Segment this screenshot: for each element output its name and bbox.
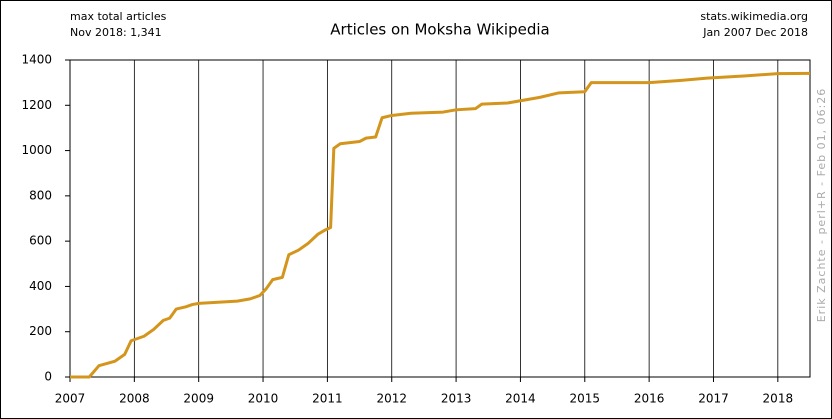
max-value-label: Nov 2018: 1,341: [70, 26, 162, 39]
y-tick-label: 1200: [21, 98, 52, 112]
x-tick-label: 2015: [570, 392, 601, 406]
y-tick-label: 200: [29, 324, 52, 338]
range-label: Jan 2007 Dec 2018: [702, 26, 808, 39]
x-tick-label: 2012: [376, 392, 407, 406]
y-tick-label: 0: [44, 370, 52, 384]
x-tick-label: 2011: [312, 392, 343, 406]
x-tick-label: 2013: [441, 392, 472, 406]
y-tick-label: 600: [29, 234, 52, 248]
y-tick-label: 400: [29, 279, 52, 293]
source-label: stats.wikimedia.org: [700, 10, 808, 23]
y-tick-label: 1000: [21, 143, 52, 157]
plot-area: [69, 59, 811, 378]
x-tick-label: 2014: [505, 392, 536, 406]
credit-label: Erik Zachte - perl+R - Feb 01, 06:26: [815, 88, 828, 323]
x-tick-label: 2007: [55, 392, 86, 406]
y-tick-label: 800: [29, 188, 52, 202]
x-tick-label: 2010: [248, 392, 279, 406]
x-tick-label: 2009: [183, 392, 214, 406]
max-label: max total articles: [70, 10, 167, 23]
x-tick-label: 2016: [634, 392, 665, 406]
x-tick-label: 2017: [698, 392, 729, 406]
data-line: [70, 71, 811, 379]
chart-title: Articles on Moksha Wikipedia: [330, 21, 549, 39]
y-tick-label: 1400: [21, 53, 52, 67]
x-tick-label: 2008: [119, 392, 150, 406]
x-tick-label: 2018: [763, 392, 794, 406]
